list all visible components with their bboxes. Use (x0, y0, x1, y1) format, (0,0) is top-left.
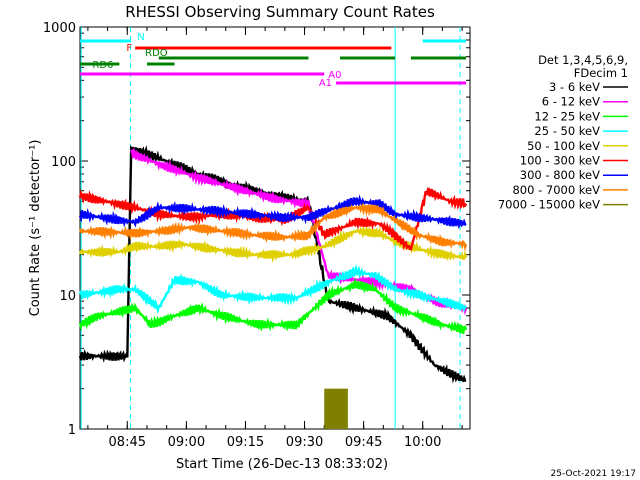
y-tick-label: 1000 (43, 21, 76, 36)
series-7000-15000kev (324, 388, 348, 429)
series-fill-block (324, 388, 348, 429)
x-tick-label: 09:45 (345, 435, 382, 450)
series-12-25kev (78, 277, 468, 334)
y-tick-label: 100 (51, 155, 76, 170)
legend-label: 100 - 300 keV (520, 154, 600, 168)
legend-label: 50 - 100 keV (527, 139, 600, 153)
plot-frame (79, 26, 471, 430)
legend-label: 800 - 7000 keV (512, 183, 600, 197)
legend-header-line-2: FDecim 1 (574, 66, 628, 80)
series-3-6kev (78, 145, 467, 384)
series-group (78, 145, 468, 429)
reference-lines (80, 27, 461, 429)
x-tick-label: 08:45 (109, 435, 146, 450)
legend-label: 6 - 12 keV (542, 95, 600, 109)
flag-label-f: F (126, 43, 132, 54)
y-axis-label: Count Rate (s⁻¹ detector⁻¹) (28, 140, 43, 317)
x-tick-label: 09:00 (168, 435, 205, 450)
x-axis: 08:45 09:00 09:15 09:30 09:45 10:00 (87, 27, 463, 450)
flag-label-rdo: RDO (145, 48, 168, 59)
legend-header-line-1: Det 1,3,4,5,6,9, (538, 53, 628, 67)
x-tick-label: 09:30 (286, 435, 323, 450)
x-tick-label: 10:00 (404, 435, 441, 450)
series-line (78, 202, 468, 252)
y-tick-label: 1 (68, 423, 76, 438)
series-800-7000kev (78, 202, 468, 252)
flag-label-a0: A0 (328, 70, 341, 81)
x-axis-label: Start Time (26-Dec-13 08:33:02) (176, 457, 388, 472)
chart-title: RHESSI Observing Summary Count Rates (125, 3, 435, 21)
series-line (78, 277, 468, 334)
y-tick-label: 10 (59, 289, 76, 304)
x-tick-label: 09:15 (227, 435, 264, 450)
series-line (78, 263, 467, 315)
legend-label: 12 - 25 keV (534, 109, 600, 123)
flag-label-n: N (137, 32, 144, 43)
legend-label: 25 - 50 keV (534, 124, 600, 138)
timestamp: 25-Oct-2021 19:17 (551, 469, 636, 479)
series-line (78, 194, 467, 230)
series-line (78, 145, 467, 384)
legend-label: 300 - 800 keV (520, 168, 600, 182)
legend-label: 7000 - 15000 keV (498, 198, 600, 212)
flag-label-a1: A1 (319, 78, 332, 89)
legend-label: 3 - 6 keV (549, 80, 600, 94)
series-300-800kev (78, 194, 467, 230)
flag-label-rd6: RD6 (92, 60, 113, 71)
series-25-50kev (78, 263, 467, 315)
